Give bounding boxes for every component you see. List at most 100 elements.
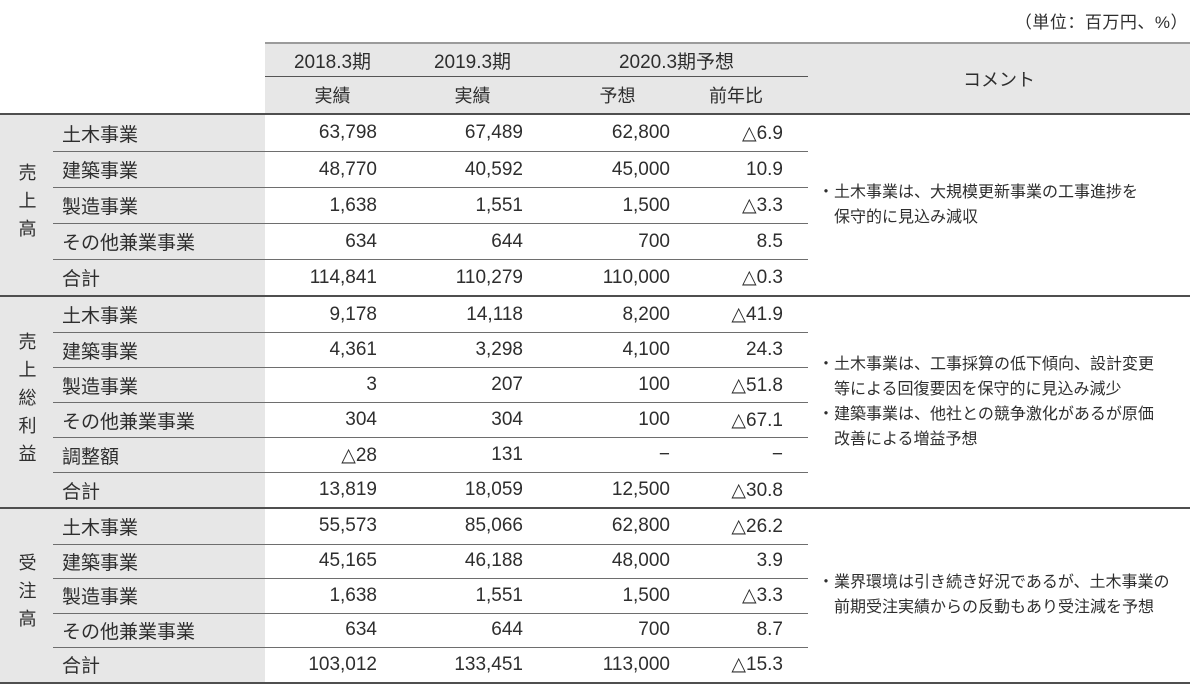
cell-actual-2018: △28 [265,437,400,472]
cell-yoy: △15.3 [690,647,808,682]
row-label: 製造事業 [53,367,265,402]
cell-forecast: 100 [545,367,690,402]
section-title-gross-profit: 売上総利益 [0,297,53,507]
cell-yoy: 3.9 [690,543,808,578]
cell-yoy: 10.9 [690,151,808,187]
subheader-forecast: 予想 [545,77,690,113]
cell-yoy: △30.8 [690,472,808,507]
cell-actual-2019: 644 [400,612,545,647]
comment-line: ・業界環境は引き続き好況であるが、土木事業の [818,574,1170,592]
section-gross-profit: 売上総利益 ・土木事業は、工事採算の低下傾向、設計変更 等による回復要因を保守的… [0,297,1190,507]
unit-note: （単位：百万円、%） [1014,13,1188,32]
row-label: 建築事業 [53,543,265,578]
row-label: 土木事業 [53,297,265,332]
section-orders: 受注高 ・業界環境は引き続き好況であるが、土木事業の 前期受注実績からの反動もあ… [0,509,1190,682]
cell-actual-2019: 1,551 [400,578,545,613]
cell-actual-2019: 304 [400,402,545,437]
subheader-yoy: 前年比 [690,77,808,113]
comment-line: ・建築事業は、他社との競争激化があるが原価 [818,406,1154,423]
section-title-text: 受注高 [16,553,37,638]
row-label: 調整額 [53,437,265,472]
cell-yoy: △51.8 [690,367,808,402]
section-title-text: 売上総利益 [16,332,37,472]
cell-yoy: 8.7 [690,612,808,647]
financial-results-table: 2018.3期 2019.3期 2020.3期予想 コメント 実績 実績 予想 … [0,42,1190,684]
row-label: 合計 [53,259,265,295]
comment-line: 等による回復要因を保守的に見込み減少 [834,381,1122,398]
cell-actual-2018: 1,638 [265,187,400,223]
section-sales: 売上高 ・土木事業は、大規模更新事業の工事進捗を 保守的に見込み減収 土木事業 … [0,115,1190,295]
header-2020-forecast: 2020.3期予想 [545,44,808,77]
cell-forecast: 110,000 [545,259,690,295]
cell-yoy: △3.3 [690,578,808,613]
row-label: 製造事業 [53,578,265,613]
comment-line: 保守的に見込み減収 [834,209,979,226]
row-label: 合計 [53,647,265,682]
row-label: その他兼業事業 [53,612,265,647]
cell-forecast: 113,000 [545,647,690,682]
section-title-orders: 受注高 [0,509,53,682]
subheader-actual-2019: 実績 [400,77,545,113]
cell-actual-2018: 9,178 [265,297,400,332]
comment-line: 改善による増益予想 [834,431,978,448]
cell-actual-2019: 46,188 [400,543,545,578]
cell-actual-2019: 1,551 [400,187,545,223]
cell-forecast: 62,800 [545,115,690,151]
cell-yoy: △0.3 [690,259,808,295]
cell-actual-2018: 1,638 [265,578,400,613]
cell-actual-2018: 634 [265,612,400,647]
cell-actual-2018: 48,770 [265,151,400,187]
cell-yoy: △67.1 [690,402,808,437]
comment-line: ・土木事業は、大規模更新事業の工事進捗を [818,184,1139,201]
cell-forecast: 48,000 [545,543,690,578]
section-comment-sales: ・土木事業は、大規模更新事業の工事進捗を 保守的に見込み減収 [808,115,1190,295]
cell-yoy: △41.9 [690,297,808,332]
cell-forecast: 1,500 [545,187,690,223]
cell-forecast: 700 [545,612,690,647]
cell-forecast: 4,100 [545,332,690,367]
row-label: 合計 [53,472,265,507]
cell-yoy: △6.9 [690,115,808,151]
cell-forecast: 12,500 [545,472,690,507]
row-label: 製造事業 [53,187,265,223]
cell-forecast: 1,500 [545,578,690,613]
cell-actual-2018: 13,819 [265,472,400,507]
cell-actual-2018: 103,012 [265,647,400,682]
cell-actual-2018: 4,361 [265,332,400,367]
cell-forecast: 8,200 [545,297,690,332]
cell-forecast: 100 [545,402,690,437]
row-label: 建築事業 [53,332,265,367]
row-label: 建築事業 [53,151,265,187]
comment-line: 前期受注実績からの反動もあり受注減を予想 [834,599,1155,617]
cell-actual-2019: 14,118 [400,297,545,332]
cell-actual-2019: 40,592 [400,151,545,187]
section-divider [0,295,1190,297]
cell-actual-2019: 85,066 [400,509,545,544]
cell-actual-2019: 131 [400,437,545,472]
row-label: その他兼業事業 [53,402,265,437]
table-body: 売上高 ・土木事業は、大規模更新事業の工事進捗を 保守的に見込み減収 土木事業 … [0,113,1190,684]
cell-yoy: 24.3 [690,332,808,367]
cell-actual-2019: 207 [400,367,545,402]
row-label: その他兼業事業 [53,223,265,259]
cell-actual-2019: 18,059 [400,472,545,507]
section-comment-gross-profit: ・土木事業は、工事採算の低下傾向、設計変更 等による回復要因を保守的に見込み減少… [808,297,1190,507]
cell-yoy: 8.5 [690,223,808,259]
row-label: 土木事業 [53,509,265,544]
cell-actual-2018: 63,798 [265,115,400,151]
cell-yoy: − [690,437,808,472]
section-title-sales: 売上高 [0,115,53,295]
cell-yoy: △26.2 [690,509,808,544]
cell-actual-2018: 114,841 [265,259,400,295]
table-header: 2018.3期 2019.3期 2020.3期予想 コメント 実績 実績 予想 … [265,42,1190,113]
cell-actual-2019: 133,451 [400,647,545,682]
cell-forecast: − [545,437,690,472]
cell-actual-2018: 3 [265,367,400,402]
cell-forecast: 62,800 [545,509,690,544]
cell-forecast: 45,000 [545,151,690,187]
header-comment: コメント [808,44,1190,113]
cell-forecast: 700 [545,223,690,259]
cell-actual-2018: 634 [265,223,400,259]
cell-yoy: △3.3 [690,187,808,223]
